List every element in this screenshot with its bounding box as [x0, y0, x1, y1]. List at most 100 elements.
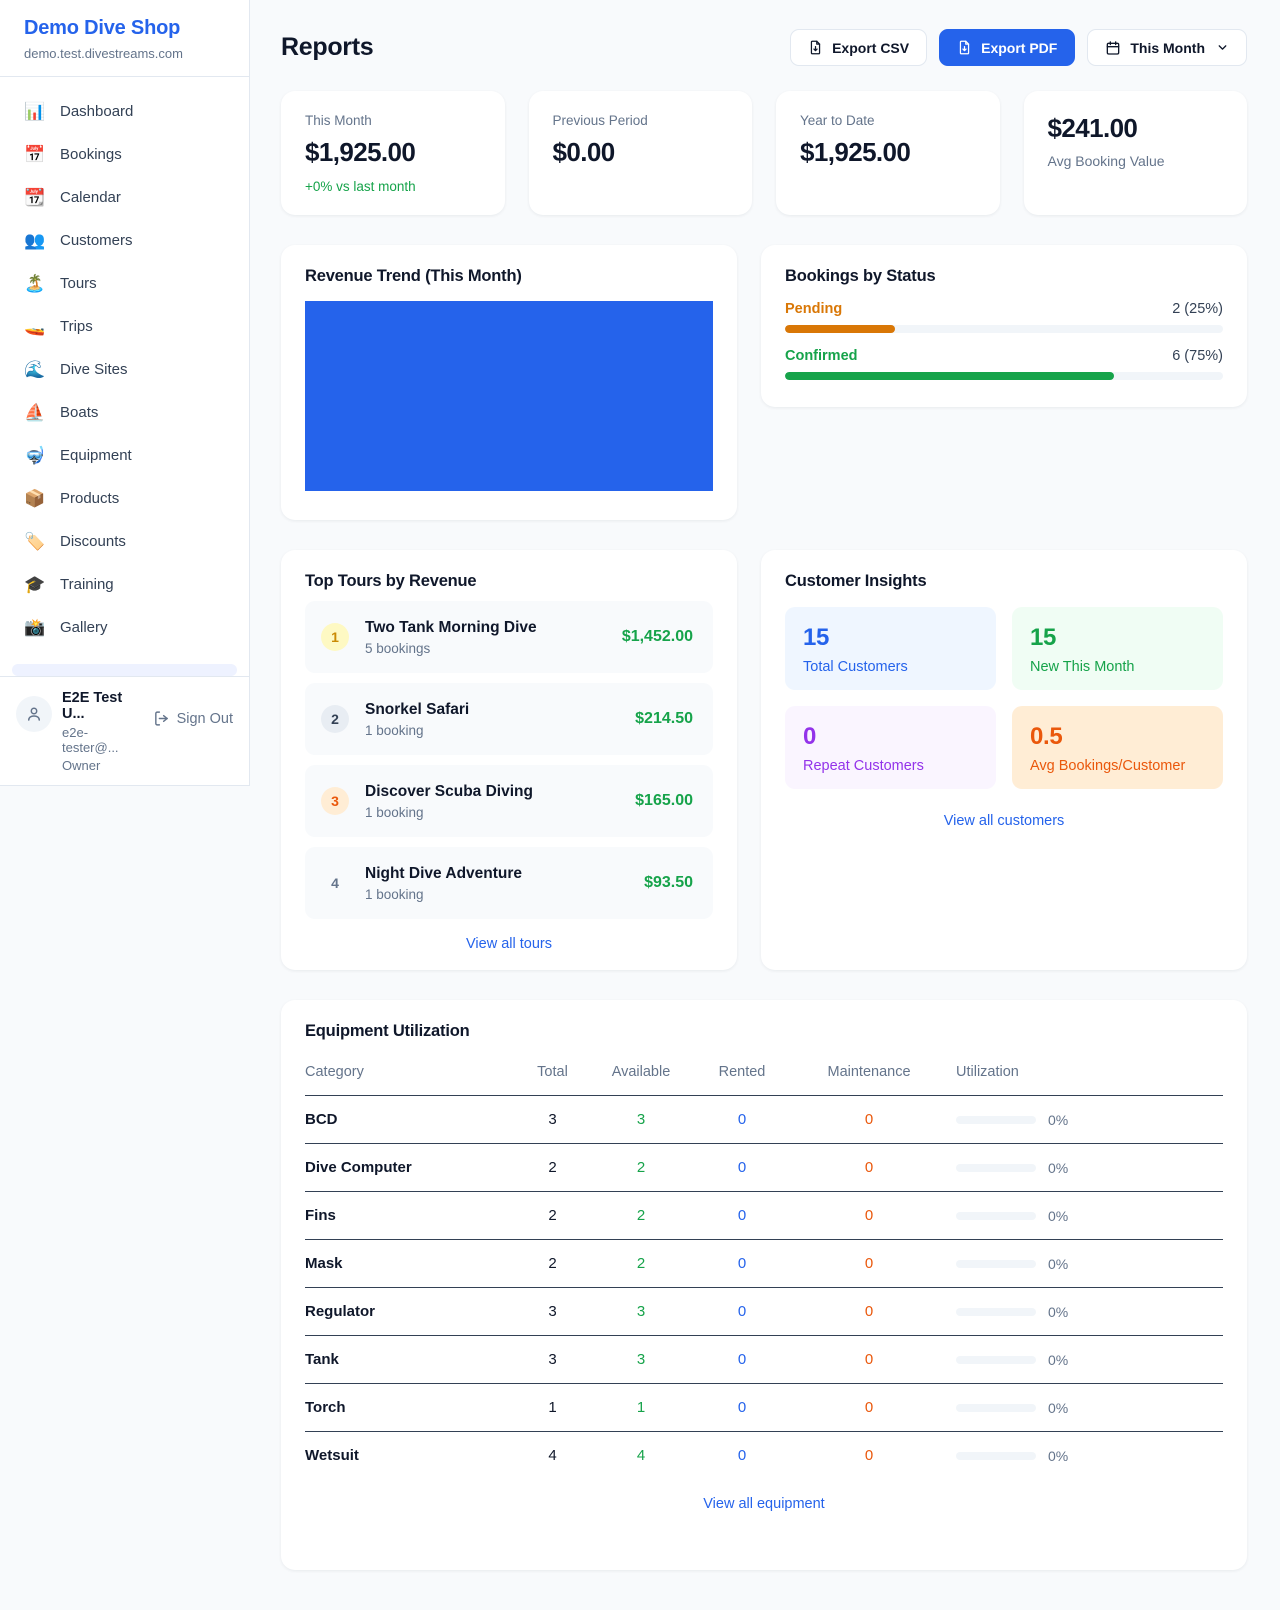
export-csv-button[interactable]: Export CSV — [790, 29, 928, 66]
sidebar-item-trips[interactable]: 🚤 Trips — [0, 305, 249, 348]
column-header-total: Total — [505, 1054, 600, 1096]
sidebar-item-dashboard[interactable]: 📊 Dashboard — [0, 90, 249, 133]
utilization-percent: 0% — [1048, 1399, 1069, 1416]
table-row: Wetsuit 4 4 0 0 0% — [305, 1432, 1223, 1480]
equipment-utilization-title: Equipment Utilization — [305, 1022, 470, 1040]
nav-item-icon: 📆 — [24, 187, 46, 207]
table-row: Fins 2 2 0 0 0% — [305, 1191, 1223, 1240]
view-all-equipment-link[interactable]: View all equipment — [703, 1496, 825, 1512]
sidebar-item-boats[interactable]: ⛵ Boats — [0, 391, 249, 434]
sidebar-item-equipment[interactable]: 🤿 Equipment — [0, 434, 249, 477]
sidebar-item-tours[interactable]: 🏝️ Tours — [0, 262, 249, 305]
cell-utilization: 0% — [936, 1095, 1223, 1144]
cell-available: 2 — [600, 1239, 682, 1288]
status-row: Confirmed 6 (75%) — [785, 348, 1223, 380]
column-header-maintenance: Maintenance — [802, 1054, 936, 1096]
cell-category: Fins — [305, 1191, 505, 1240]
bookings-by-status-card: Bookings by Status Pending 2 (25%) Confi… — [761, 245, 1247, 407]
tour-amount: $1,452.00 — [621, 628, 693, 645]
insight-tile: 15 Total Customers — [785, 607, 996, 690]
main-content: Reports Export CSV Export PDF This Month… — [250, 0, 1280, 1610]
cell-maintenance: 0 — [802, 1239, 936, 1288]
nav-item-icon: 📅 — [24, 144, 46, 164]
cell-available: 4 — [636, 1447, 646, 1464]
cell-utilization: 0% — [936, 1239, 1223, 1288]
calendar-icon — [1107, 40, 1120, 55]
period-dropdown[interactable]: This Month — [1087, 29, 1247, 66]
sign-out-icon — [154, 711, 168, 726]
column-header-utilization: Utilization — [936, 1054, 1223, 1096]
sidebar-item-pos[interactable]: 💳 POS — [0, 649, 249, 665]
stat-card-this-month: This Month $1,925.00 +0% vs last month — [281, 91, 505, 215]
cell-total: 3 — [505, 1335, 600, 1384]
person-icon — [28, 707, 40, 721]
utilization-wrap: 0% — [956, 1448, 1223, 1464]
stat-card-year-to-date: Year to Date $1,925.00 — [776, 91, 1000, 215]
sidebar-item-reports-active-partial[interactable] — [12, 664, 237, 676]
sidebar-item-gallery[interactable]: 📸 Gallery — [0, 606, 249, 649]
view-all-tours-link[interactable]: View all tours — [466, 936, 552, 952]
sidebar-item-label: Training — [60, 575, 114, 593]
table-row: Dive Computer 2 2 0 0 0% — [305, 1143, 1223, 1192]
tour-list-item: 2 Snorkel Safari 1 booking $214.50 — [305, 683, 713, 755]
insight-tile: 0 Repeat Customers — [785, 706, 996, 789]
nav-item-icon: 👥 — [24, 230, 46, 250]
period-label: This Month — [1130, 39, 1205, 56]
view-all-customers-link[interactable]: View all customers — [943, 813, 1065, 829]
revenue-trend-title: Revenue Trend (This Month) — [305, 267, 522, 285]
stat-label: Avg Booking Value — [1047, 153, 1165, 169]
insight-value: 15 — [803, 624, 830, 651]
file-download-icon — [810, 40, 821, 55]
sidebar-item-bookings[interactable]: 📅 Bookings — [0, 133, 249, 176]
cell-rented: 0 — [682, 1191, 802, 1240]
nav-item-icon: 💳 — [24, 660, 46, 665]
sidebar-item-label: Bookings — [60, 145, 122, 163]
sidebar-item-label: Boats — [60, 403, 99, 421]
file-download-icon — [959, 40, 970, 55]
row-tours-insights: Top Tours by Revenue 1 Two Tank Morning … — [281, 550, 1247, 970]
utilization-bar — [956, 1307, 1036, 1316]
cell-category: BCD — [305, 1095, 505, 1144]
utilization-bar — [956, 1259, 1036, 1268]
tour-bookings: 5 bookings — [365, 640, 431, 656]
user-role: Owner — [62, 758, 101, 773]
cell-maintenance: 0 — [802, 1287, 936, 1336]
sidebar-item-dive-sites[interactable]: 🌊 Dive Sites — [0, 348, 249, 391]
nav-item-icon: ⛵ — [24, 402, 46, 422]
cell-available: 3 — [600, 1335, 682, 1384]
stat-label: Year to Date — [800, 113, 875, 128]
sidebar-user-section: E2E Test U... e2e-tester@... Owner Sign … — [0, 676, 249, 785]
utilization-bar — [956, 1211, 1036, 1220]
cell-total: 3 — [505, 1287, 600, 1336]
stat-delta: +0% vs last month — [305, 179, 416, 194]
cell-rented: 0 — [682, 1239, 802, 1288]
insight-value: 0.5 — [1030, 723, 1063, 750]
sidebar-item-label: Gallery — [60, 618, 108, 636]
stat-card-previous-period: Previous Period $0.00 — [528, 91, 752, 215]
sidebar-item-discounts[interactable]: 🏷️ Discounts — [0, 520, 249, 563]
cell-total: 2 — [505, 1239, 600, 1288]
utilization-bar — [956, 1115, 1036, 1124]
utilization-wrap: 0% — [956, 1112, 1223, 1128]
cell-rented: 0 — [682, 1287, 802, 1336]
utilization-bar — [956, 1451, 1036, 1460]
sign-out-button[interactable]: Sign Out — [153, 710, 233, 727]
nav-item-icon: 📸 — [24, 617, 46, 637]
sidebar-item-products[interactable]: 📦 Products — [0, 477, 249, 520]
user-email: e2e-tester@... — [62, 725, 119, 755]
sidebar-item-calendar[interactable]: 📆 Calendar — [0, 176, 249, 219]
stat-value: $1,925.00 — [305, 137, 416, 167]
row-revenue-status: Revenue Trend (This Month) Bookings by S… — [281, 245, 1247, 520]
sidebar-item-training[interactable]: 🎓 Training — [0, 563, 249, 606]
status-bars: Pending 2 (25%) Confirmed 6 (75%) — [785, 301, 1223, 380]
export-pdf-button[interactable]: Export PDF — [939, 29, 1076, 66]
status-row: Pending 2 (25%) — [785, 301, 1223, 333]
cell-rented: 0 — [682, 1335, 802, 1384]
utilization-percent: 0% — [1048, 1255, 1069, 1272]
stat-cards: This Month $1,925.00 +0% vs last month P… — [281, 91, 1247, 215]
nav-item-icon: 🎓 — [24, 574, 46, 594]
sidebar-item-customers[interactable]: 👥 Customers — [0, 219, 249, 262]
tour-bookings: 1 booking — [365, 886, 424, 902]
sidebar-item-label: Trips — [60, 317, 93, 335]
cell-rented: 0 — [737, 1447, 747, 1464]
